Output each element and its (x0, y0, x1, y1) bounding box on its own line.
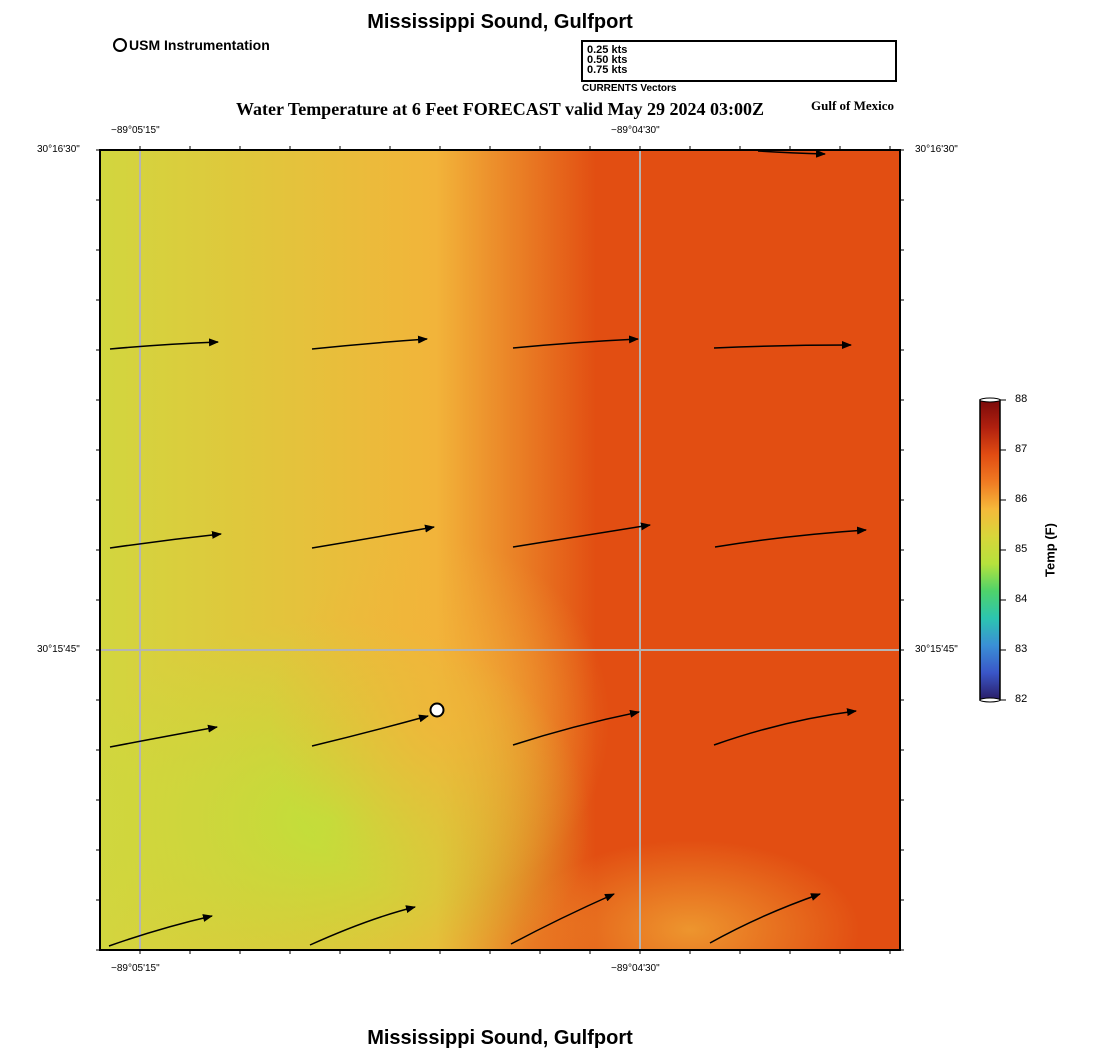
colorbar-title: Temp (F) (1042, 523, 1058, 577)
region-label: Gulf of Mexico (811, 98, 895, 113)
lat-label-left: 30°16'30" (37, 144, 80, 155)
vector-legend-box: 0.25 kts 0.50 kts 0.75 kts (581, 40, 897, 82)
map-subtitle: Water Temperature at 6 Feet FORECAST val… (236, 99, 764, 119)
current-vector (109, 724, 218, 748)
lat-label-left: 30°15'45" (37, 644, 80, 655)
colorbar-cap-top (979, 397, 1001, 403)
current-vector (512, 522, 651, 548)
southeast-transition-area (520, 840, 860, 950)
current-vector (512, 709, 640, 746)
colorbar-tick-label: 87 (1015, 443, 1028, 455)
current-vector (311, 714, 429, 747)
colorbar-tick-label: 86 (1015, 493, 1028, 505)
current-vector (714, 526, 867, 548)
current-vectors (108, 149, 867, 947)
current-vector (311, 524, 435, 549)
vector-legend-label: 0.25 kts (587, 44, 628, 56)
lon-label-top: −89°05'15" (111, 125, 160, 136)
current-vector (713, 708, 857, 746)
current-vector (757, 149, 826, 158)
colorbar-cap-bottom (979, 697, 1001, 703)
current-vector (109, 338, 219, 350)
page-title: Mississippi Sound, Gulfport (367, 11, 633, 33)
current-vector (311, 335, 428, 350)
lon-label-top: −89°04'30" (611, 125, 660, 136)
footer-title: Mississippi Sound, Gulfport (367, 1027, 633, 1049)
lat-label-right: 30°15'45" (915, 644, 958, 655)
lon-label-bottom: −89°04'30" (611, 963, 660, 974)
usm-station-marker[interactable] (429, 702, 445, 718)
current-vector (109, 530, 222, 549)
current-vector (309, 905, 416, 946)
frame-ticks (96, 146, 904, 954)
colorbar (979, 399, 1001, 701)
current-vector (709, 893, 821, 944)
station-legend-icon (113, 38, 127, 52)
lon-label-bottom: −89°05'15" (111, 963, 160, 974)
station-legend: USM Instrumentation (113, 37, 270, 53)
warm-transition-area (270, 540, 610, 900)
current-vector (713, 341, 852, 350)
colorbar-tick-label: 85 (1015, 543, 1028, 555)
colorbar-ticks (1000, 399, 1006, 701)
lat-label-right: 30°16'30" (915, 144, 958, 155)
colorbar-tick-label: 83 (1015, 643, 1028, 655)
colorbar-tick-label: 84 (1015, 593, 1028, 605)
current-vector (512, 335, 639, 349)
graticule (100, 150, 900, 950)
colorbar-tick-label: 88 (1015, 393, 1028, 405)
colorbar-tick-label: 82 (1015, 693, 1028, 705)
station-legend-label: USM Instrumentation (129, 37, 270, 53)
current-vector (510, 893, 615, 945)
temperature-field (100, 150, 900, 950)
current-vector (108, 914, 213, 947)
vector-legend-label: 0.75 kts (587, 64, 628, 76)
vector-legend-label: 0.50 kts (587, 54, 628, 66)
vector-legend-caption: CURRENTS Vectors (582, 83, 677, 94)
